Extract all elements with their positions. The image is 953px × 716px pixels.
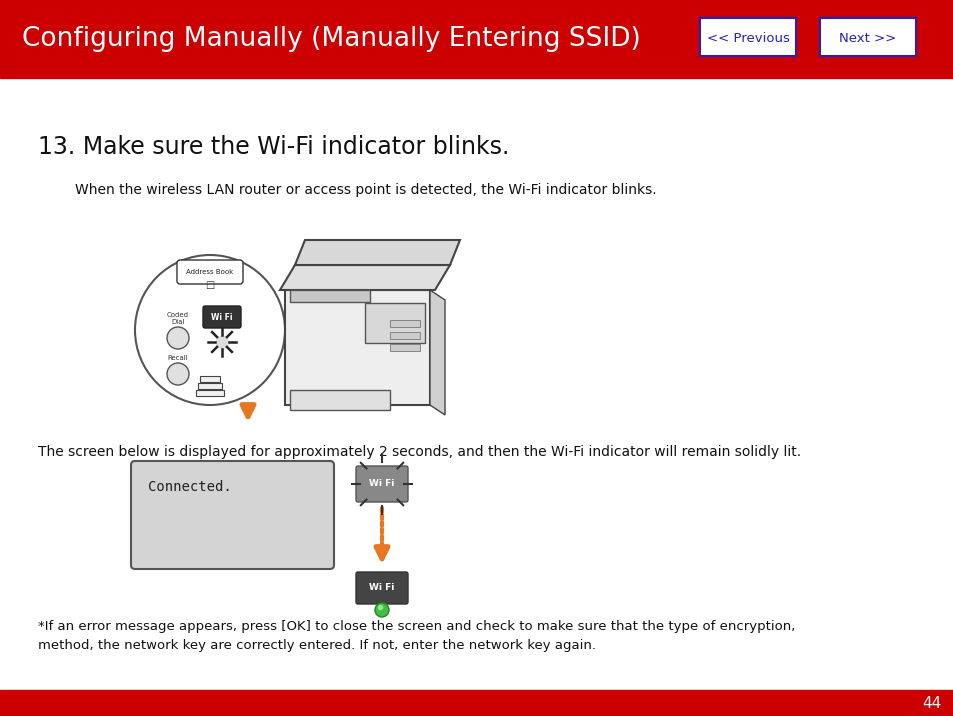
FancyBboxPatch shape — [195, 390, 224, 396]
FancyBboxPatch shape — [200, 376, 220, 382]
Text: Recall: Recall — [168, 355, 188, 361]
FancyBboxPatch shape — [290, 290, 370, 302]
Text: Address Book: Address Book — [186, 269, 233, 275]
FancyBboxPatch shape — [203, 306, 241, 328]
FancyBboxPatch shape — [820, 18, 915, 56]
Polygon shape — [280, 265, 450, 290]
Bar — [0, 690, 953, 716]
Text: 44: 44 — [922, 695, 941, 710]
FancyBboxPatch shape — [390, 344, 419, 351]
Bar — [0, 0, 953, 78]
Text: 13. Make sure the Wi-Fi indicator blinks.: 13. Make sure the Wi-Fi indicator blinks… — [38, 135, 509, 159]
FancyBboxPatch shape — [365, 303, 424, 343]
Text: Connected.: Connected. — [148, 480, 232, 494]
Text: When the wireless LAN router or access point is detected, the Wi-Fi indicator bl: When the wireless LAN router or access p… — [75, 183, 656, 197]
Text: Wi Fi: Wi Fi — [369, 480, 395, 488]
Circle shape — [375, 603, 389, 617]
Circle shape — [167, 327, 189, 349]
Circle shape — [167, 363, 189, 385]
FancyBboxPatch shape — [290, 390, 390, 410]
Polygon shape — [430, 290, 444, 415]
Text: << Previous: << Previous — [706, 32, 789, 44]
FancyBboxPatch shape — [198, 383, 222, 389]
Text: Wi Fi: Wi Fi — [369, 584, 395, 593]
Circle shape — [135, 255, 285, 405]
Text: Wi Fi: Wi Fi — [211, 312, 233, 321]
FancyBboxPatch shape — [390, 332, 419, 339]
Text: Coded
Dial: Coded Dial — [167, 312, 189, 325]
FancyBboxPatch shape — [355, 572, 408, 604]
FancyBboxPatch shape — [285, 290, 430, 405]
Text: The screen below is displayed for approximately 2 seconds, and then the Wi-Fi in: The screen below is displayed for approx… — [38, 445, 801, 459]
FancyBboxPatch shape — [177, 260, 243, 284]
Polygon shape — [294, 240, 459, 265]
FancyBboxPatch shape — [700, 18, 795, 56]
FancyBboxPatch shape — [131, 461, 334, 569]
Text: □: □ — [205, 280, 214, 290]
Text: Configuring Manually (Manually Entering SSID): Configuring Manually (Manually Entering … — [22, 26, 640, 52]
FancyBboxPatch shape — [355, 466, 408, 502]
Text: *If an error message appears, press [OK] to close the screen and check to make s: *If an error message appears, press [OK]… — [38, 620, 795, 652]
Text: Next >>: Next >> — [839, 32, 896, 44]
FancyBboxPatch shape — [390, 320, 419, 327]
